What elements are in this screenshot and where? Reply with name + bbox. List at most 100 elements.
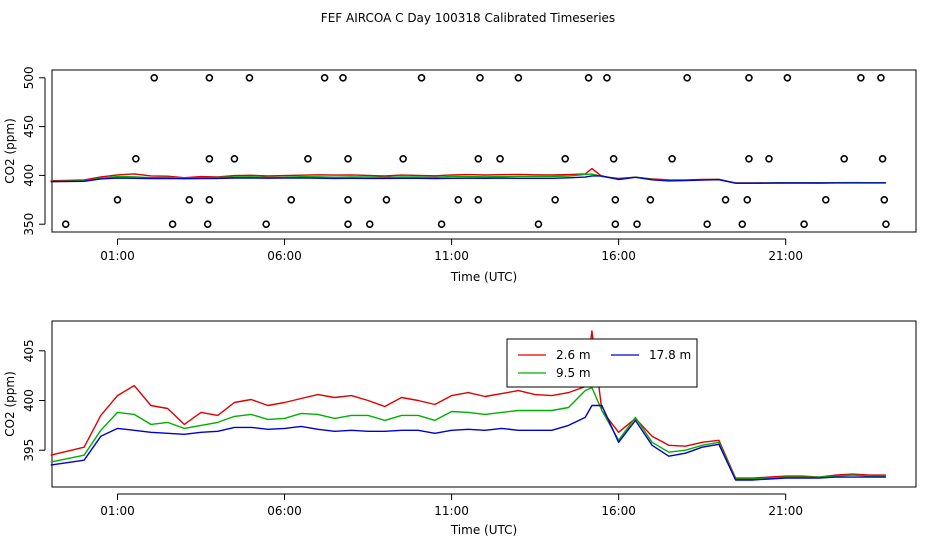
- top-flag-point: [230, 155, 239, 163]
- bottom-y-axis-label: CO2 (ppm): [3, 371, 17, 437]
- top-y-tick-label: 450: [22, 115, 36, 138]
- top-flag-point: [287, 195, 296, 204]
- top-flag-point: [765, 155, 773, 163]
- top-y-tick-label: 350: [22, 213, 36, 236]
- top-flag-point: [721, 195, 730, 204]
- top-flag-point: [857, 74, 865, 82]
- top-flag-point: [474, 155, 483, 163]
- top-flag-point: [344, 155, 352, 163]
- top-x-tick-label: 16:00: [601, 249, 636, 263]
- top-flag-point: [344, 195, 352, 204]
- top-flag-point: [205, 74, 214, 82]
- top-x-tick-label: 11:00: [434, 249, 469, 263]
- legend-label-2-6m: 2.6 m: [556, 348, 591, 362]
- top-flag-point: [611, 195, 620, 204]
- top-flag-point: [703, 220, 711, 228]
- top-flag-point: [584, 74, 593, 82]
- top-x-tick-label: 01:00: [100, 249, 135, 263]
- top-flag-point: [113, 195, 122, 204]
- top-flag-point: [454, 195, 463, 204]
- top-flag-point: [150, 74, 159, 82]
- top-series-17-8-m: [50, 175, 886, 184]
- top-flag-point: [205, 195, 214, 204]
- bottom-x-tick-label: 16:00: [601, 504, 636, 518]
- top-flag-point: [745, 155, 753, 163]
- top-flag-point: [561, 155, 569, 163]
- legend-label-9-5m: 9.5 m: [556, 366, 591, 380]
- top-flag-point: [745, 74, 753, 82]
- top-flag-point: [132, 155, 140, 163]
- top-flag-point: [304, 155, 312, 163]
- top-y-tick-label: 400: [22, 164, 36, 187]
- top-x-axis: 01:00 06:00 11:00 16:00 21:00: [100, 238, 803, 263]
- top-flag-point: [840, 155, 848, 163]
- top-flag-point: [339, 74, 347, 82]
- top-flag-point: [365, 220, 374, 228]
- top-flag-point: [880, 195, 889, 204]
- top-flag-point: [738, 220, 747, 228]
- bottom-x-axis-label: Time (UTC): [450, 523, 517, 537]
- top-flag-point: [611, 220, 620, 228]
- top-y-tick-label: 500: [22, 66, 36, 89]
- top-flag-point: [203, 220, 212, 228]
- top-y-axis-label: CO2 (ppm): [3, 118, 17, 184]
- bottom-x-tick-label: 11:00: [434, 504, 469, 518]
- top-flag-point: [185, 195, 194, 204]
- top-plot-frame: [51, 69, 917, 233]
- bottom-x-tick-label: 01:00: [100, 504, 135, 518]
- top-flag-point: [417, 74, 426, 82]
- bottom-series-9-5-m: [50, 386, 886, 480]
- top-flag-point: [476, 74, 484, 82]
- bottom-series-17-8-m: [50, 404, 886, 481]
- top-flag-point: [609, 155, 618, 163]
- top-flag-points: [61, 74, 890, 228]
- top-flag-point: [783, 74, 792, 82]
- top-flag-point: [245, 74, 254, 82]
- bottom-panel: 01:00 06:00 11:00 16:00 21:00 395 400 405 Time…: [3, 320, 917, 537]
- top-series-lines: [50, 167, 886, 184]
- top-panel: 01:00 06:00 11:00 16:00 21:00 350 400 450 500 T…: [3, 66, 917, 284]
- figure-title: FEF AIRCOA C Day 100318 Calibrated Times…: [321, 11, 615, 25]
- top-flag-point: [320, 74, 329, 82]
- top-flag-point: [603, 74, 611, 82]
- top-flag-point: [344, 220, 352, 228]
- top-series-2-6-m: [50, 167, 886, 184]
- top-flag-point: [496, 155, 504, 163]
- bottom-series-2-6-m: [50, 330, 886, 479]
- top-flag-point: [683, 74, 691, 82]
- top-flag-point: [168, 220, 177, 228]
- top-y-axis: 350 400 450 500: [22, 66, 46, 236]
- top-flag-point: [399, 155, 407, 163]
- top-flag-point: [668, 155, 676, 163]
- top-x-axis-label: Time (UTC): [450, 270, 517, 284]
- top-x-tick-label: 21:00: [768, 249, 803, 263]
- bottom-plot-frame: [51, 320, 917, 488]
- legend-box: [506, 338, 698, 388]
- legend-label-17-8m: 17.8 m: [649, 348, 691, 362]
- top-flag-point: [205, 155, 214, 163]
- bottom-x-tick-label: 21:00: [768, 504, 803, 518]
- top-x-tick-label: 06:00: [267, 249, 302, 263]
- top-flag-point: [877, 74, 885, 82]
- bottom-y-tick-label: 395: [22, 439, 36, 462]
- top-flag-point: [474, 195, 483, 204]
- top-flag-point: [821, 195, 830, 204]
- bottom-x-axis: 01:00 06:00 11:00 16:00 21:00: [100, 493, 803, 518]
- top-flag-point: [534, 220, 543, 228]
- top-flag-point: [800, 220, 808, 228]
- bottom-x-tick-label: 06:00: [267, 504, 302, 518]
- top-flag-point: [437, 220, 446, 228]
- top-flag-point: [61, 220, 70, 228]
- top-flag-point: [633, 220, 641, 228]
- top-flag-point: [878, 155, 887, 163]
- top-flag-point: [743, 195, 752, 204]
- top-flag-point: [514, 74, 523, 82]
- bottom-y-tick-label: 400: [22, 389, 36, 412]
- top-flag-point: [382, 195, 391, 204]
- bottom-y-axis: 395 400 405: [22, 339, 46, 462]
- top-flag-point: [646, 195, 655, 204]
- top-flag-point: [262, 220, 270, 228]
- legend: 2.6 m 9.5 m 17.8 m: [506, 338, 698, 388]
- bottom-y-tick-label: 405: [22, 339, 36, 362]
